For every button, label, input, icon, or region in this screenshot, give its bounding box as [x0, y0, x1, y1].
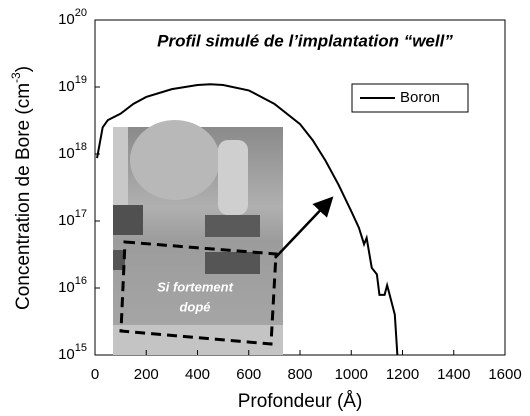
- y-tick-label: 1015: [58, 342, 87, 363]
- y-tick-exp: 15: [75, 342, 87, 354]
- y-tick-base: 10: [58, 212, 75, 229]
- y-tick-exp: 18: [75, 141, 87, 153]
- y-tick-exp: 16: [75, 275, 87, 287]
- chart-title: Profil simulé de l’implantation “well”: [157, 31, 453, 50]
- y-label-end: ): [13, 66, 34, 72]
- y-tick-base: 10: [58, 346, 75, 363]
- y-tick-exp: 19: [75, 74, 87, 86]
- x-tick-label: 200: [134, 366, 159, 383]
- y-tick-label: 1017: [58, 208, 87, 229]
- x-tick-label: 1600: [488, 366, 521, 383]
- x-tick-label: 0: [91, 366, 99, 383]
- y-tick-base: 10: [58, 11, 75, 28]
- x-tick-label: 400: [185, 366, 210, 383]
- y-axis-label: Concentration de Bore (cm-3): [9, 66, 34, 310]
- y-tick-label: 1018: [58, 141, 87, 162]
- y-tick-exp: 17: [75, 208, 87, 220]
- y-tick-base: 10: [58, 145, 75, 162]
- legend: [351, 83, 469, 113]
- y-tick-label: 1020: [58, 7, 87, 28]
- x-tick-label: 1200: [386, 366, 419, 383]
- y-label-sup: -3: [9, 72, 23, 83]
- x-axis-label: Profondeur (Å): [238, 391, 363, 412]
- x-tick-label: 1400: [437, 366, 470, 383]
- y-tick-exp: 20: [75, 7, 87, 19]
- inset-image: [113, 120, 283, 355]
- y-tick-label: 1019: [58, 74, 87, 95]
- annotation: Si fortement: [157, 279, 234, 294]
- line-series: [96, 83, 399, 356]
- legend-label: Boron: [400, 89, 440, 106]
- y-label-text: Concentration de Bore (cm: [13, 83, 34, 310]
- x-tick-label: 800: [287, 366, 312, 383]
- x-tick-label: 1000: [335, 366, 368, 383]
- y-tick-base: 10: [58, 78, 75, 95]
- x-tick-label: 600: [236, 366, 261, 383]
- y-tick-label: 1016: [58, 275, 87, 296]
- annotation: dopé: [179, 299, 210, 314]
- y-tick-base: 10: [58, 279, 75, 296]
- arrow: [274, 196, 334, 259]
